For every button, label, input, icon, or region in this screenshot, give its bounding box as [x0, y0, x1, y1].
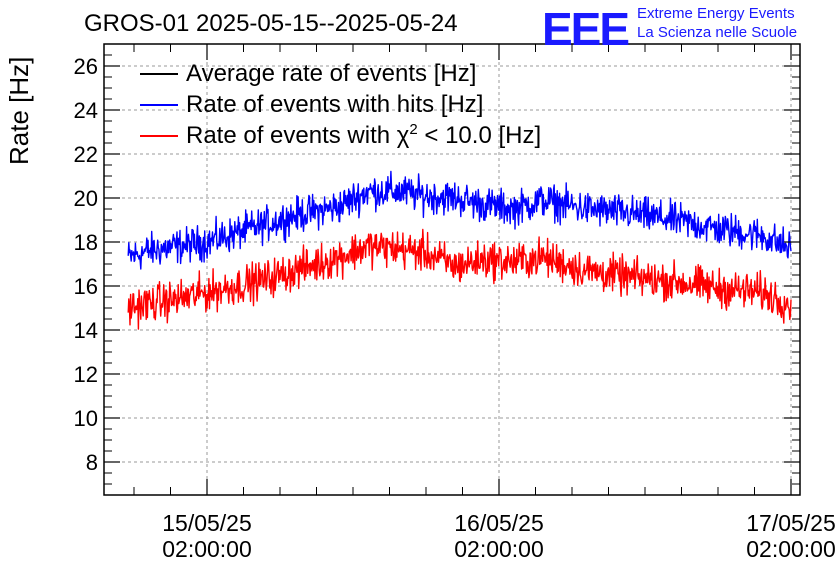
series-layer: [127, 170, 792, 330]
logo-caption-line1: Extreme Energy Events: [637, 5, 795, 22]
eee-logo: EEE: [542, 3, 630, 55]
legend-label-hits: Rate of events with hits [Hz]: [186, 90, 484, 118]
legend-label-average: Average rate of events [Hz]: [186, 59, 477, 87]
legend-chi2-suffix: < 10.0 [Hz]: [417, 122, 542, 149]
logo-caption-line2: La Scienza nelle Scuole: [637, 24, 798, 41]
legend-swatch-chi2: [140, 134, 178, 137]
y-tick-label: 10: [74, 406, 98, 431]
y-tick-label: 14: [74, 318, 98, 343]
legend: Average rate of events [Hz] Rate of even…: [140, 58, 541, 151]
series-line-hits: [127, 170, 792, 270]
legend-swatch-average: [140, 72, 178, 75]
y-tick-label: 12: [74, 362, 98, 387]
x-tick-label-time: 02:00:00: [746, 536, 836, 562]
x-tick-label-date: 17/05/25: [746, 510, 836, 536]
legend-label-chi2: Rate of events with χ2 < 10.0 [Hz]: [186, 121, 541, 150]
y-tick-label: 24: [74, 98, 98, 123]
x-tick-label-date: 16/05/25: [454, 510, 544, 536]
x-tick-label-date: 15/05/25: [162, 510, 252, 536]
y-tick-label: 8: [86, 450, 98, 475]
y-tick-label: 18: [74, 230, 98, 255]
legend-entry-chi2: Rate of events with χ2 < 10.0 [Hz]: [140, 120, 541, 151]
legend-chi2-sup: 2: [409, 121, 418, 138]
legend-chi2-symbol: χ: [396, 122, 410, 149]
axes: 810121416182022242615/05/2502:00:0016/05…: [74, 43, 836, 562]
legend-entry-hits: Rate of events with hits [Hz]: [140, 89, 541, 120]
chart-title: GROS-01 2025-05-15--2025-05-24: [84, 10, 458, 37]
y-tick-label: 20: [74, 186, 98, 211]
x-tick-label-time: 02:00:00: [454, 536, 544, 562]
legend-swatch-hits: [140, 103, 178, 106]
y-axis-label: Rate [Hz]: [4, 56, 34, 165]
logo-caption: Extreme Energy Events La Scienza nelle S…: [637, 4, 797, 42]
series-line-chi2: [127, 228, 792, 330]
legend-chi2-prefix: Rate of events with: [186, 122, 397, 149]
y-tick-label: 16: [74, 274, 98, 299]
y-tick-label: 22: [74, 142, 98, 167]
y-tick-label: 26: [74, 54, 98, 79]
x-tick-label-time: 02:00:00: [162, 536, 252, 562]
legend-entry-average: Average rate of events [Hz]: [140, 58, 541, 89]
plot-frame: [103, 43, 801, 496]
